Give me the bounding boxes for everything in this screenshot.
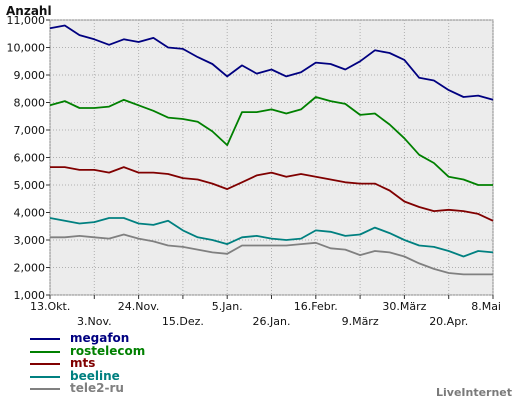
x-tick-label: 24.Nov. bbox=[118, 300, 160, 313]
x-axis-ticks: 13.Okt. 3.Nov. 24.Nov.15.Dez. 5.Jan. 26.Jan.… bbox=[30, 295, 501, 328]
series-line-mts bbox=[50, 166, 494, 222]
x-tick-label: 8.Mai bbox=[471, 300, 501, 313]
y-tick-label: 6,000 bbox=[14, 152, 46, 165]
y-tick-label: 3,000 bbox=[14, 234, 46, 247]
legend-label: rostelecom bbox=[70, 343, 146, 358]
y-axis-label: Anzahl bbox=[6, 4, 52, 18]
y-tick-label: 5,000 bbox=[14, 179, 46, 192]
x-tick-label: 3.Nov. bbox=[77, 315, 112, 328]
y-axis-ticks: 1,000 2,000 3,000 4,000 5,000 6,000 7,000 8,000… bbox=[7, 14, 50, 302]
y-tick-label: 9,000 bbox=[14, 69, 46, 82]
x-tick-label: 13.Okt. bbox=[30, 300, 70, 313]
series-line-beeline bbox=[49, 217, 494, 258]
x-tick-label: 30.März bbox=[382, 300, 426, 313]
y-tick-label: 4,000 bbox=[14, 207, 46, 220]
legend-swatch bbox=[30, 338, 60, 340]
x-tick-label: 9.März bbox=[342, 315, 379, 328]
x-tick-label: 20.Apr. bbox=[429, 315, 468, 328]
x-tick-label: 16.Febr. bbox=[294, 300, 338, 313]
legend-swatch bbox=[30, 375, 60, 378]
legend-label: beeline bbox=[70, 368, 120, 383]
y-tick-label: 2,000 bbox=[14, 262, 46, 275]
y-tick-label: 11,000 bbox=[7, 14, 46, 27]
series-line-rostelecom bbox=[49, 96, 493, 186]
legend-swatch bbox=[30, 388, 60, 390]
grid bbox=[49, 19, 494, 296]
legend-label: megafon bbox=[70, 331, 130, 345]
credit-label: LiveInternet bbox=[436, 386, 513, 399]
legend-label: tele2-ru bbox=[70, 381, 124, 395]
y-tick-label: 8,000 bbox=[14, 97, 46, 110]
y-tick-label: 1,000 bbox=[14, 289, 46, 302]
series-line-tele2-ru bbox=[50, 233, 493, 276]
x-tick-label: 26.Jan. bbox=[253, 315, 291, 328]
x-tick-label: 5.Jan. bbox=[212, 300, 243, 313]
legend-swatch bbox=[30, 350, 60, 353]
legend-swatch bbox=[30, 363, 60, 365]
y-tick-label: 10,000 bbox=[7, 42, 46, 55]
y-tick-label: 7,000 bbox=[14, 124, 46, 137]
legend-label: mts bbox=[70, 356, 96, 370]
x-tick-label: 15.Dez. bbox=[162, 315, 204, 328]
series-lines bbox=[49, 24, 494, 276]
series-line-megafon bbox=[49, 24, 494, 101]
